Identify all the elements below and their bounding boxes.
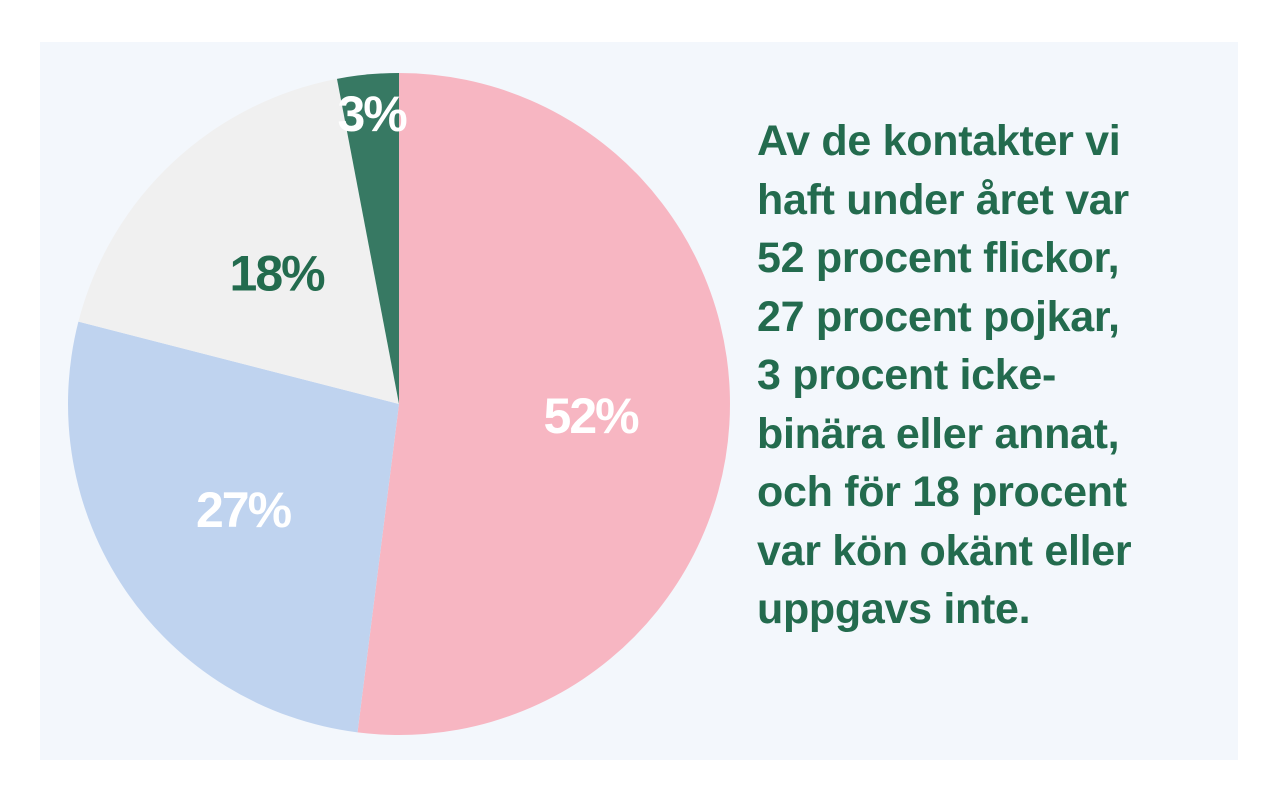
caption-line: 3 procent icke- (757, 351, 1056, 399)
pie-slice (67, 321, 399, 733)
caption-line: Av de kontakter vi (757, 117, 1121, 165)
caption-line: och för 18 procent (757, 468, 1127, 516)
slice-label: 18% (230, 246, 326, 302)
pie-slice (336, 73, 399, 404)
caption-line: haft under året var (757, 175, 1129, 224)
pie-slice (357, 73, 730, 735)
caption-line: var kön okänt eller (757, 526, 1132, 575)
caption-line: 52 procent flickor, (757, 234, 1120, 282)
slice-label: 3% (337, 86, 407, 142)
slice-label: 27% (196, 482, 292, 538)
caption-line: binära eller annat, (757, 409, 1120, 458)
slice-label: 52% (544, 388, 640, 444)
pie-slice (78, 78, 400, 405)
caption-line: 27 procent pojkar, (757, 292, 1120, 341)
chart-caption: Av de kontakter vi haft under året var 5… (757, 112, 1227, 639)
caption-line: uppgavs inte. (757, 585, 1031, 633)
